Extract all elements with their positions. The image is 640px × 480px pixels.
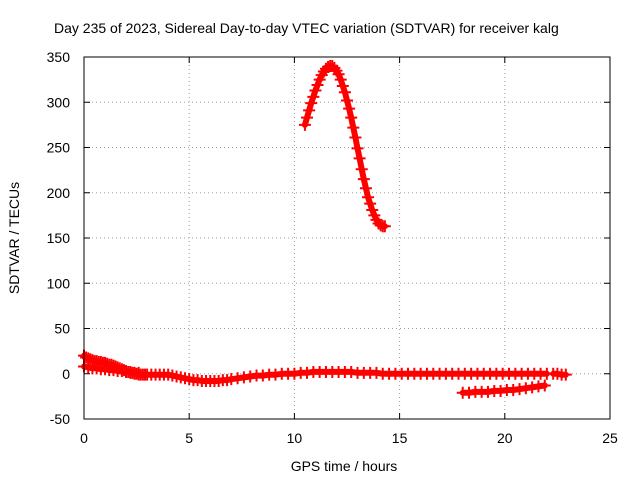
data-point — [364, 197, 377, 210]
x-axis-label: GPS time / hours — [291, 458, 398, 474]
x-tick-label: 10 — [287, 430, 303, 446]
data-point — [359, 182, 372, 195]
data-point — [303, 104, 316, 117]
data-point — [309, 84, 322, 97]
data-point — [132, 366, 145, 379]
data-series — [78, 60, 572, 399]
data-point — [343, 102, 356, 115]
y-tick-label: 300 — [47, 94, 71, 110]
data-point — [332, 68, 345, 81]
y-tick-label: 0 — [62, 366, 70, 382]
y-tick-label: -50 — [50, 411, 70, 427]
data-point — [538, 379, 551, 392]
data-point — [378, 220, 391, 233]
plot-frame — [83, 56, 611, 420]
series-late-segment — [547, 367, 572, 381]
data-point — [307, 90, 320, 103]
data-point — [345, 111, 358, 124]
series-main-band — [78, 349, 553, 387]
data-point — [362, 191, 375, 204]
data-point — [298, 118, 311, 131]
x-tick-label: 5 — [185, 430, 193, 446]
y-tick-label: 150 — [47, 230, 71, 246]
y-tick-label: 350 — [47, 49, 71, 65]
y-axis-label: SDTVAR / TECUs — [6, 182, 22, 294]
data-point — [341, 94, 353, 107]
y-tick-label: 200 — [47, 185, 71, 201]
grid — [84, 57, 610, 419]
data-point — [311, 79, 324, 92]
data-point — [336, 79, 349, 92]
data-point — [301, 111, 314, 124]
data-point — [328, 61, 341, 74]
data-point — [353, 152, 366, 165]
chart-title: Day 235 of 2023, Sidereal Day-to-day VTE… — [54, 20, 559, 36]
y-tick-label: 100 — [47, 275, 71, 291]
data-point — [351, 142, 364, 155]
series-low-segment — [456, 379, 551, 399]
x-tick-label: 20 — [497, 430, 513, 446]
data-point — [338, 86, 351, 99]
y-tick-label: 50 — [54, 321, 70, 337]
data-point — [305, 97, 318, 110]
data-point — [349, 131, 362, 144]
y-tick-label: 250 — [47, 140, 71, 156]
x-tick-label: 15 — [392, 430, 408, 446]
data-point — [334, 73, 347, 86]
data-point — [366, 203, 379, 216]
x-tick-label: 25 — [602, 430, 618, 446]
data-point — [347, 121, 360, 134]
data-point — [357, 173, 370, 186]
series-peak-arc — [298, 60, 391, 233]
x-tick-label: 0 — [80, 430, 88, 446]
data-point — [559, 368, 572, 381]
data-point — [355, 163, 368, 176]
